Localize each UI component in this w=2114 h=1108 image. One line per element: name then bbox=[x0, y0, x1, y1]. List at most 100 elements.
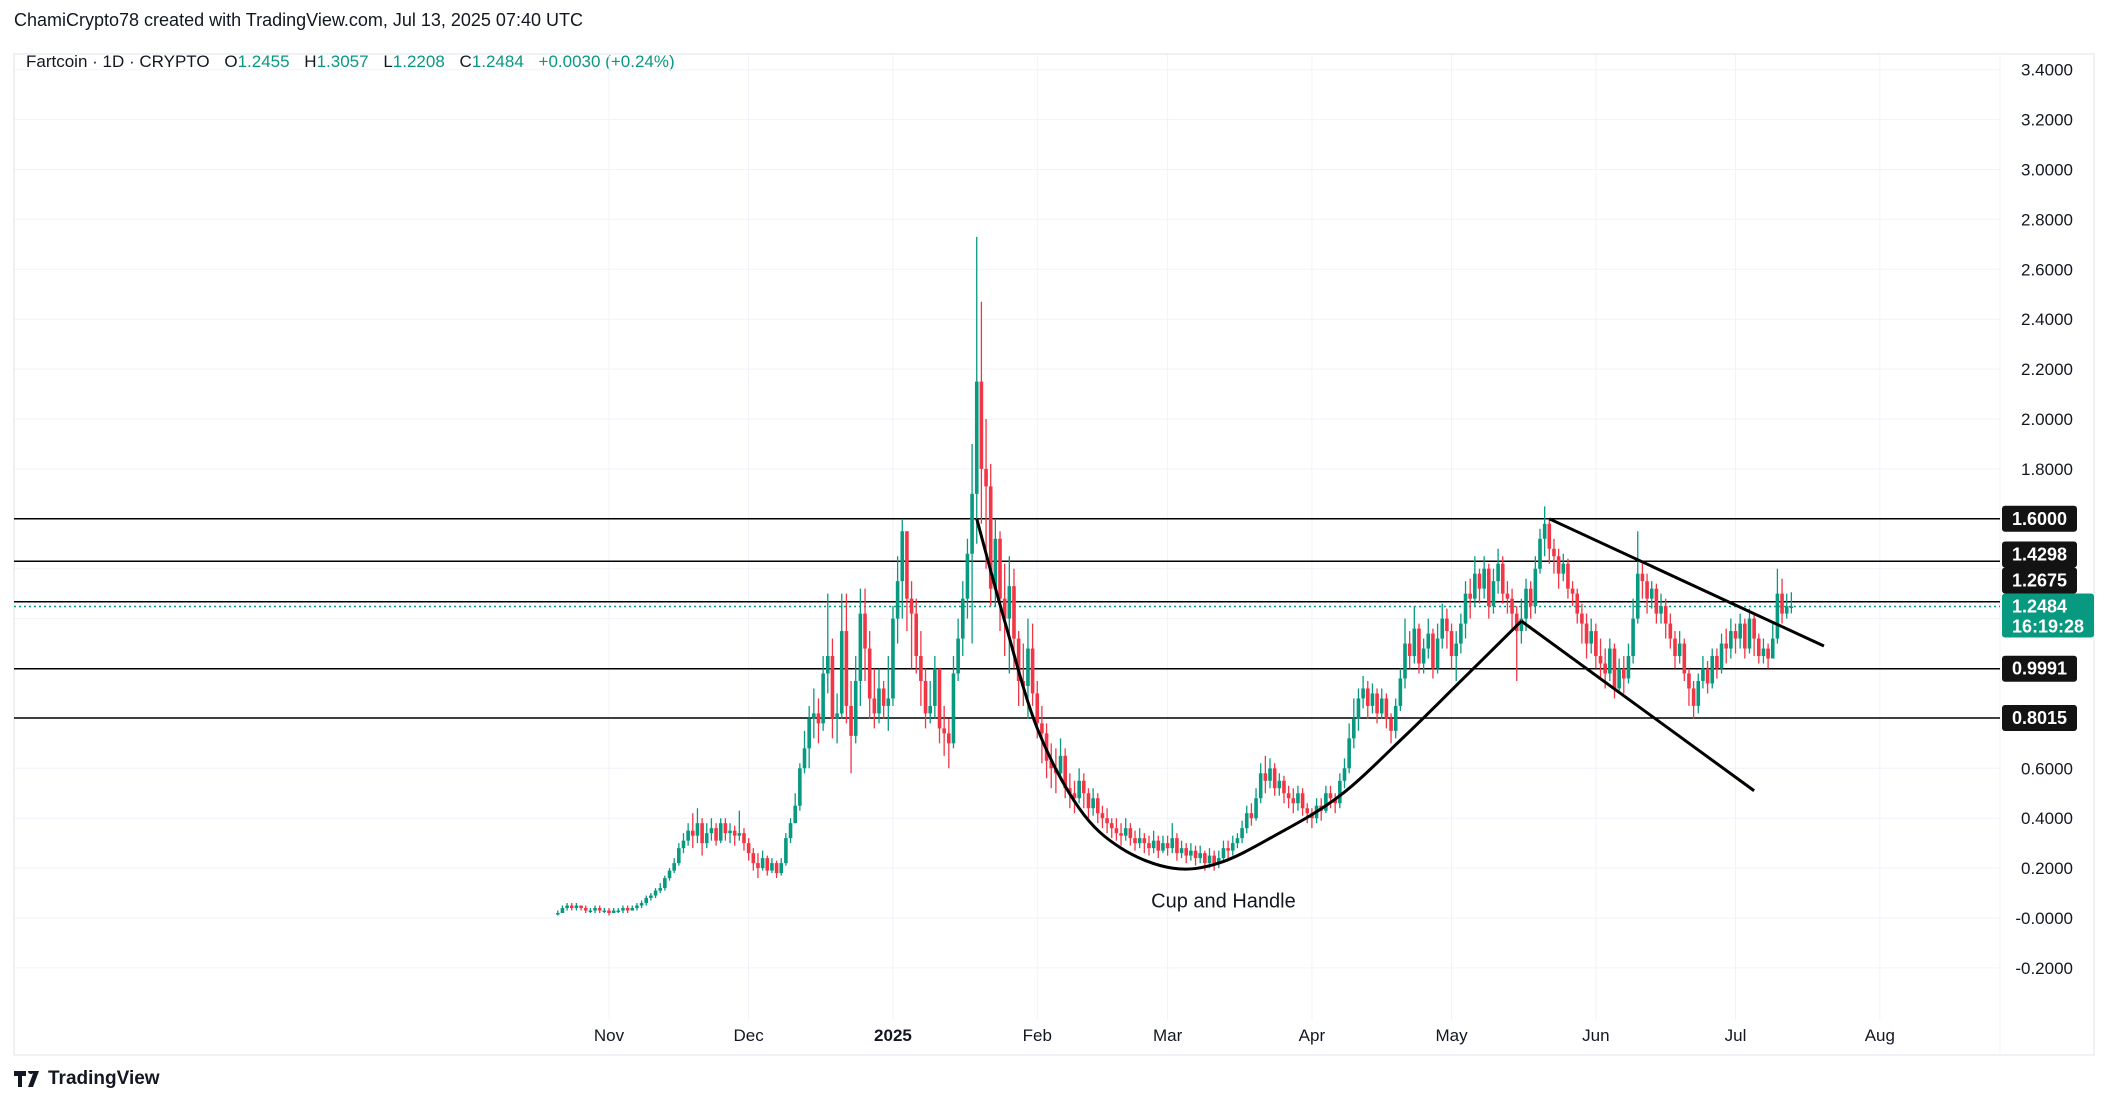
time-tick-label: Mar bbox=[1153, 1026, 1183, 1045]
candle-down bbox=[1086, 788, 1091, 819]
candle-down bbox=[1100, 805, 1105, 829]
candle-body bbox=[1142, 838, 1147, 844]
candle-down bbox=[1431, 628, 1435, 679]
candle-body bbox=[653, 890, 658, 896]
candle-body bbox=[1286, 793, 1291, 799]
candle-up bbox=[1524, 578, 1528, 632]
candle-up bbox=[784, 833, 788, 866]
candle-up bbox=[886, 656, 891, 731]
candle-up bbox=[1244, 805, 1249, 834]
candle-up bbox=[1151, 830, 1156, 854]
candle-body bbox=[1403, 643, 1407, 679]
candle-body bbox=[1082, 780, 1086, 794]
level-price-badge bbox=[2002, 705, 2077, 732]
candle-body bbox=[695, 823, 700, 836]
low-label: L bbox=[383, 52, 393, 71]
candle-up bbox=[1352, 698, 1356, 749]
symbol-name[interactable]: Fartcoin · 1D · CRYPTO bbox=[26, 52, 210, 71]
candle-body bbox=[1770, 638, 1775, 659]
close-value: 1.2484 bbox=[471, 52, 524, 71]
cup-curve bbox=[975, 518, 1523, 871]
candle-down bbox=[1486, 563, 1491, 619]
candle-body bbox=[746, 843, 751, 854]
price-axis[interactable]: 3.4000 3.2000 3.0000 2.8000 2.6000 2.4000 2.20… bbox=[2015, 61, 2073, 978]
candle-down bbox=[919, 631, 923, 706]
candle-body bbox=[1570, 588, 1575, 594]
candle-down bbox=[1365, 680, 1370, 719]
candle-body bbox=[1496, 563, 1500, 582]
candle-down bbox=[1407, 631, 1412, 669]
candle-body bbox=[1282, 780, 1286, 794]
candle-body bbox=[639, 903, 644, 906]
candle-down bbox=[1621, 656, 1626, 694]
price-tick-label: 2.4000 bbox=[2021, 310, 2073, 329]
candle-up bbox=[798, 763, 802, 811]
candle-body bbox=[1035, 693, 1040, 724]
candle-up bbox=[1217, 850, 1221, 869]
candle-up bbox=[1454, 631, 1459, 681]
candle-up bbox=[1342, 758, 1347, 789]
candle-body bbox=[1780, 593, 1784, 614]
candle-body bbox=[1738, 623, 1742, 639]
candle-down bbox=[1328, 785, 1333, 809]
candle-up bbox=[951, 656, 956, 749]
candle-down bbox=[1142, 833, 1147, 854]
candle-body bbox=[1673, 638, 1677, 657]
price-tick-label: 0.6000 bbox=[2021, 759, 2073, 778]
candle-down bbox=[1165, 835, 1170, 856]
candle-body bbox=[1347, 738, 1351, 769]
candle-body bbox=[1561, 563, 1566, 574]
candle-up bbox=[644, 895, 649, 906]
candle-body bbox=[1091, 798, 1095, 809]
candle-down bbox=[830, 638, 835, 739]
candle-down bbox=[942, 705, 946, 756]
candle-body bbox=[1500, 563, 1505, 594]
tradingview-logo[interactable]: TradingView bbox=[14, 1068, 160, 1090]
candle-down bbox=[1193, 845, 1198, 866]
candle-body bbox=[686, 830, 690, 841]
time-axis[interactable]: Nov Dec 2025 Feb Mar Apr May Jun Jul Aug bbox=[594, 1026, 1895, 1045]
candle-body bbox=[1538, 538, 1542, 569]
candle-body bbox=[1594, 631, 1598, 657]
candle-down bbox=[1128, 823, 1133, 846]
candle-body bbox=[1398, 678, 1403, 706]
candle-body bbox=[1012, 586, 1016, 639]
candle-body bbox=[1379, 698, 1384, 714]
level-price-value: 0.9991 bbox=[2012, 659, 2067, 679]
candle-body bbox=[928, 705, 932, 714]
candle-body bbox=[1221, 848, 1226, 859]
candle-body bbox=[1235, 838, 1240, 844]
candle-up bbox=[630, 905, 635, 911]
candle-down bbox=[863, 588, 867, 681]
candle-body bbox=[1156, 840, 1161, 851]
candle-up bbox=[933, 656, 937, 719]
candle-body bbox=[1752, 618, 1756, 639]
candle-body bbox=[886, 698, 891, 706]
candle-up bbox=[1235, 833, 1240, 849]
level-price-badge bbox=[2002, 567, 2077, 594]
candle-up bbox=[737, 810, 742, 841]
candle-body bbox=[677, 848, 681, 864]
candle-down bbox=[872, 668, 877, 729]
candle-body bbox=[765, 858, 770, 871]
candle-up bbox=[1258, 763, 1263, 804]
candle-body bbox=[798, 768, 802, 806]
candle-body bbox=[905, 531, 909, 599]
candle-body bbox=[1510, 598, 1514, 614]
candle-down bbox=[1286, 785, 1291, 809]
candle-up bbox=[1770, 623, 1775, 659]
candle-body bbox=[1463, 593, 1468, 624]
candle-up bbox=[825, 593, 830, 694]
candle-body bbox=[565, 905, 569, 909]
candle-down bbox=[1468, 578, 1472, 619]
candle-body bbox=[1095, 798, 1100, 814]
candle-body bbox=[583, 908, 588, 911]
price-tick-label: 0.2000 bbox=[2021, 859, 2073, 878]
candle-body bbox=[812, 713, 816, 719]
candle-body bbox=[1682, 643, 1687, 674]
candle-body bbox=[1352, 718, 1356, 739]
candle-up bbox=[835, 693, 839, 744]
candle-body bbox=[621, 908, 625, 911]
candle-body bbox=[1659, 606, 1663, 614]
